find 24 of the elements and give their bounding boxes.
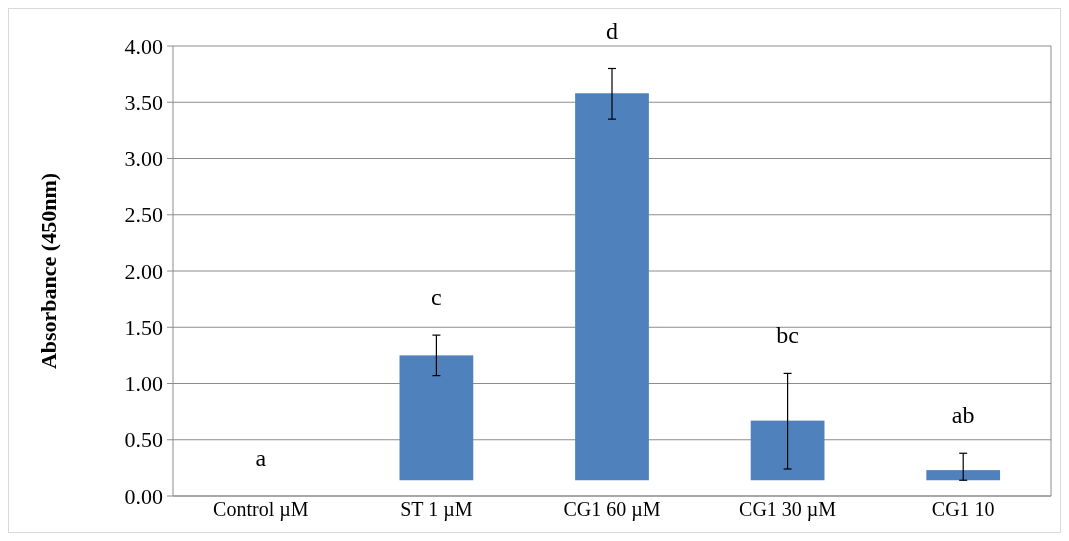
y-tick-label: 4.00 [124,33,163,59]
y-tick-label: 0.50 [124,427,163,453]
bar [926,470,1001,481]
y-tick-label: 3.00 [124,146,163,172]
y-tick-label: 1.00 [124,371,163,397]
x-tick-label: CG1 30 µM [739,498,837,521]
bar [750,420,825,481]
y-axis-title: Absorbance (450nm) [36,172,61,370]
annotation: bc [776,322,799,349]
x-tick-label: CG1 10 [931,498,995,520]
y-tick-label: 2.50 [124,202,163,228]
x-tick-label: Control µM [213,498,309,521]
y-tick-label: 3.50 [124,89,163,115]
bar [575,93,649,481]
annotation: ab [951,402,975,429]
y-tick-label: 1.50 [124,314,163,340]
bar [399,355,474,481]
y-tick-label: 0.00 [124,483,163,509]
annotation: c [431,284,442,311]
x-tick-label: ST 1 µM [400,498,473,521]
y-tick-label: 2.00 [124,258,163,284]
annotation: a [255,445,267,471]
text: d [606,17,618,44]
x-tick-label: CG1 60 µM [563,498,661,521]
